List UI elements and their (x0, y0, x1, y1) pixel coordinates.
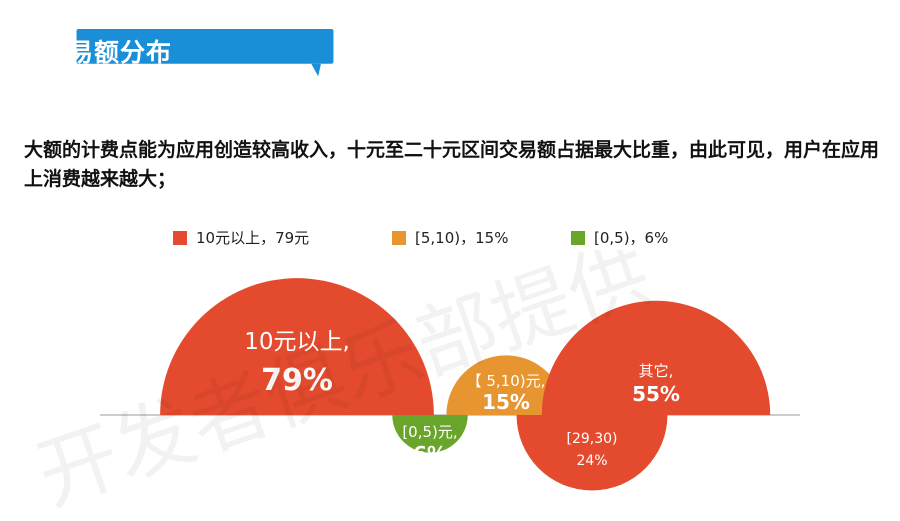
bubble-label-value: 24% (576, 453, 607, 469)
legend-item-0-5: [0,5)，6% (571, 227, 668, 248)
bubble-label-value: 6% (413, 442, 447, 466)
description-text: 大额的计费点能为应用创造较高收入，十元至二十元区间交易额占据最大比重，由此可见，… (24, 139, 880, 190)
bubble-1 (392, 415, 468, 453)
bubble-3 (516, 415, 668, 491)
title-banner (76, 29, 334, 77)
legend-label: [5,10)，15% (415, 229, 509, 247)
legend-item-5-10: [5,10)，15% (392, 227, 508, 248)
bubble-4 (541, 300, 771, 415)
bubble-label-value: 55% (632, 382, 680, 406)
chart-legend: 10元以上，79元 [5,10)，15% [0,5)，6% (0, 227, 900, 251)
bubble-label-name: 其它, (639, 362, 674, 380)
bubble-2 (446, 355, 566, 415)
legend-swatch (571, 230, 585, 245)
bubble-label-name: [29,30) (566, 431, 617, 447)
legend-item-10-plus: 10元以上，79元 (173, 227, 309, 248)
legend-label: 10元以上，79元 (196, 229, 310, 247)
bubble-label-name: 【 5,10)元, (467, 372, 546, 390)
bubble-label-name: [0,5)元, (402, 423, 457, 441)
bubble-label-value: 79% (261, 363, 333, 398)
bubble-label-value: 15% (482, 390, 530, 414)
bubble-label-name: 10元以上, (244, 329, 350, 355)
bubble-0 (160, 278, 434, 415)
legend-label: [0,5)，6% (594, 229, 669, 247)
legend-swatch (392, 230, 406, 245)
legend-swatch (173, 230, 187, 245)
page-title: 交易额分布 (42, 38, 173, 67)
